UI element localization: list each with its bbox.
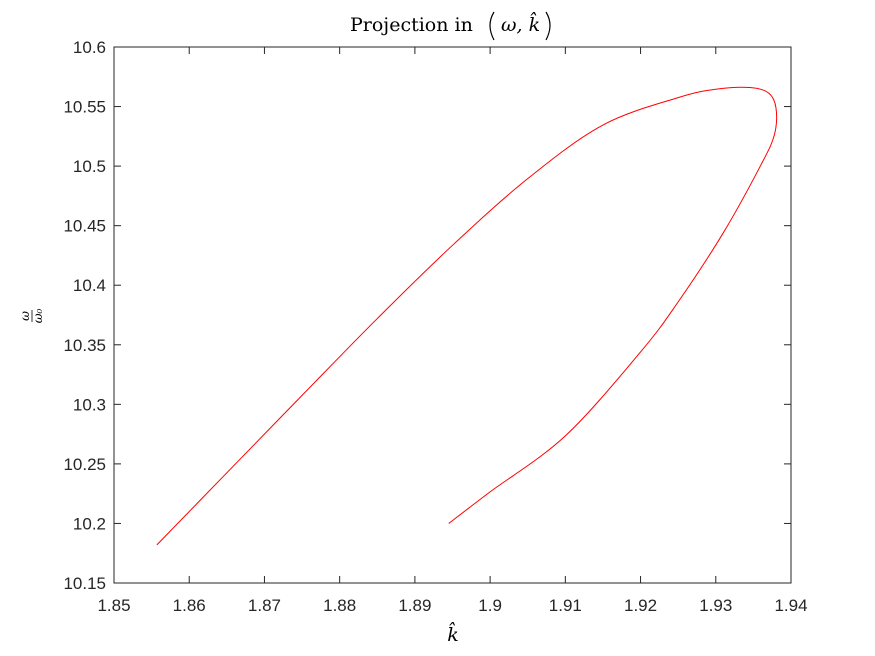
x-axis-label: k̂: [447, 621, 459, 646]
y-tick-label: 10.45: [63, 217, 106, 236]
y-tick-label: 10.25: [63, 455, 106, 474]
x-axis: 1.85 1.86 1.87 1.88 1.89 1.9 1.91 1.92 1.93 1.94: [97, 47, 808, 615]
x-tick-label: 1.9: [478, 596, 502, 615]
y-axis-label-numerator: ω: [18, 311, 32, 321]
chart-title-math: ω, k̂: [501, 11, 540, 36]
x-tick-label: 1.92: [624, 596, 657, 615]
plot-area: [113, 46, 792, 584]
y-axis-label-denominator: ω₀: [31, 309, 45, 324]
x-tick-label: 1.94: [774, 596, 807, 615]
title-right-paren: [545, 11, 551, 41]
y-tick-label: 10.4: [73, 276, 106, 295]
series-layer: [156, 86, 778, 546]
y-tick-label: 10.35: [63, 336, 106, 355]
y-tick-label: 10.3: [73, 395, 106, 414]
x-tick-label: 1.93: [699, 596, 732, 615]
x-tick-label: 1.85: [97, 596, 130, 615]
y-tick-label: 10.5: [73, 157, 106, 176]
y-tick-label: 10.15: [63, 574, 106, 593]
x-tick-label: 1.88: [323, 596, 356, 615]
x-tick-label: 1.89: [398, 596, 431, 615]
chart-title: Projection in ω, k̂: [350, 11, 551, 41]
x-tick-label: 1.86: [173, 596, 206, 615]
y-tick-label: 10.55: [63, 98, 106, 117]
x-tick-label: 1.91: [549, 596, 582, 615]
y-tick-label: 10.6: [73, 38, 106, 57]
y-axis: 10.15 10.2 10.25 10.3 10.35 10.4 10.45 10.5 10.5…: [63, 38, 791, 593]
x-tick-label: 1.87: [248, 596, 281, 615]
y-axis-label: ω ω₀: [18, 309, 45, 324]
series-line: [156, 86, 778, 546]
y-tick-label: 10.2: [73, 514, 106, 533]
chart-title-text: Projection in: [350, 14, 473, 36]
title-left-paren: [489, 11, 495, 41]
